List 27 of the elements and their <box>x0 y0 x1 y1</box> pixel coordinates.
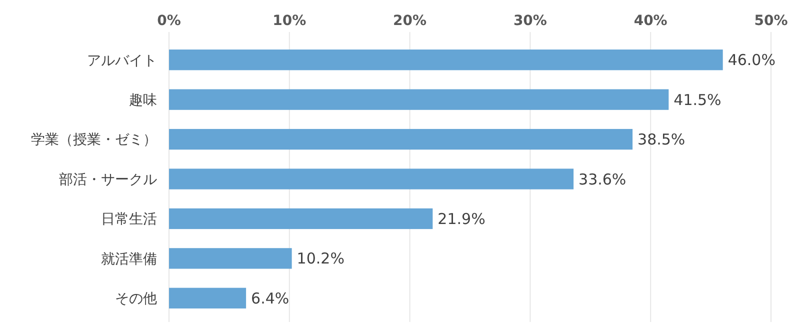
data-label: 10.2% <box>296 250 344 268</box>
data-label: 46.0% <box>728 51 776 70</box>
x-tick-label: 10% <box>272 12 306 29</box>
bar <box>169 288 246 308</box>
bar <box>169 248 292 269</box>
data-label: 6.4% <box>251 289 290 308</box>
y-tick-label: 趣味 <box>129 92 157 108</box>
data-label: 21.9% <box>438 210 486 228</box>
x-tick-label: 20% <box>393 12 427 29</box>
x-tick-label: 50% <box>754 12 788 29</box>
y-tick-label: 就活準備 <box>101 251 157 268</box>
data-label: 33.6% <box>578 170 626 188</box>
x-tick-label: 30% <box>513 12 547 29</box>
bar <box>169 208 433 230</box>
bar <box>169 89 669 110</box>
bar <box>169 50 723 70</box>
y-tick-label: 日常生活 <box>101 212 157 228</box>
y-tick-label: その他 <box>115 291 157 308</box>
data-label: 41.5% <box>674 90 722 109</box>
data-label: 38.5% <box>638 130 686 149</box>
y-tick-label: アルバイト <box>87 52 157 69</box>
bar <box>169 128 633 150</box>
x-tick-label: 40% <box>634 12 668 29</box>
y-tick-label: 部活・サークル <box>59 172 157 188</box>
y-tick-label: 学業（授業・ゼミ） <box>31 132 157 148</box>
x-tick-label: 0% <box>157 12 181 29</box>
bar <box>169 168 574 190</box>
